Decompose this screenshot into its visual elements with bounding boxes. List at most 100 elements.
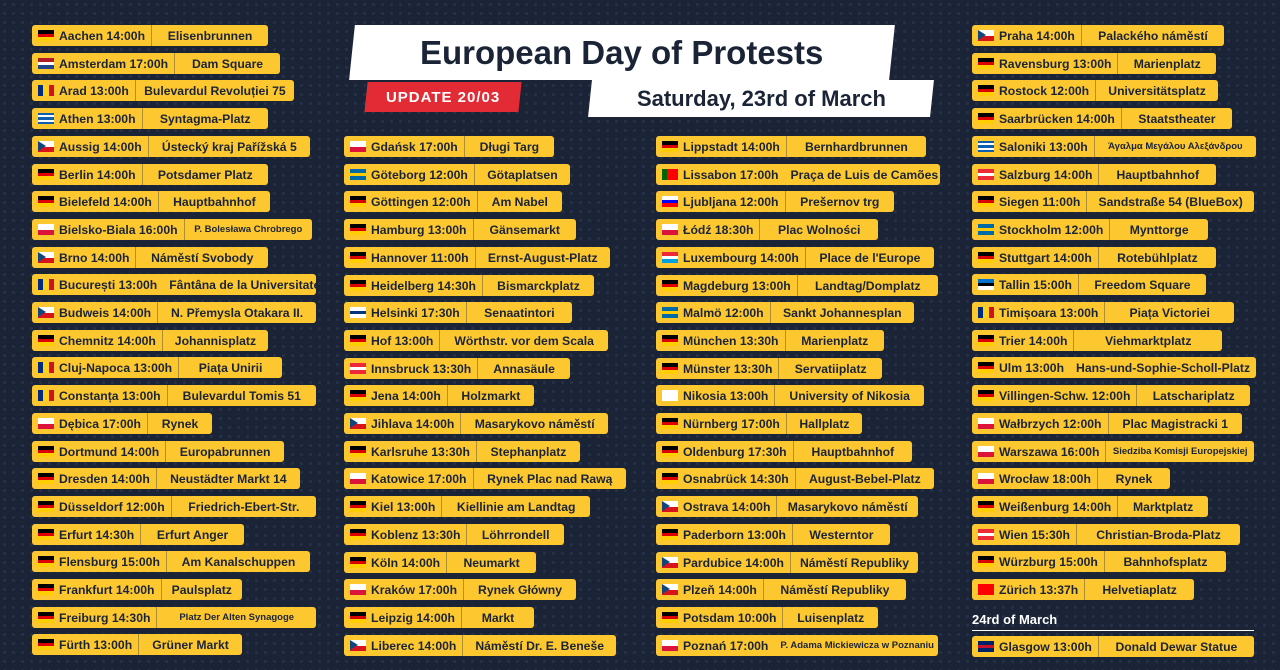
protest-entry: Freiburg 14:30h Platz Der Alten Synagoge [32, 607, 316, 628]
divider [462, 635, 464, 656]
city-time: Göteborg 12:00h [371, 167, 468, 182]
divider [482, 275, 483, 296]
flag-pl-icon [978, 473, 994, 484]
flag-nl-icon [38, 58, 54, 70]
location: Viehmarktplatz [1104, 333, 1192, 348]
city-time: Wrocław 18:00h [999, 471, 1091, 486]
flag-pl-icon [350, 584, 366, 595]
flag-pl-icon [350, 473, 366, 484]
city-time: Chemnitz 14:00h [59, 333, 156, 348]
location: Gänsemarkt [489, 222, 560, 237]
city-time: Heidelberg 14:30h [371, 278, 476, 293]
city-time: Bielsko-Biala 16:00h [59, 222, 178, 237]
flag-ee-icon [978, 279, 994, 291]
title-banner: European Day of Protests [349, 25, 895, 80]
city-time: Constanța 13:00h [59, 388, 161, 403]
location: Masarykovo náměstí [787, 499, 908, 514]
city-time: Helsinki 17:30h [371, 305, 460, 320]
update-label: UPDATE 20/03 [385, 88, 501, 106]
flag-si-icon [662, 196, 678, 208]
protest-entry: Trier 14:00h Viehmarktplatz [972, 330, 1222, 351]
location: Senaatintori [484, 305, 555, 320]
flag-de-icon [662, 335, 678, 347]
city-time: München 13:30h [683, 333, 779, 348]
location: Friedrich-Ebert-Str. [188, 499, 300, 514]
city-time: Freiburg 14:30h [59, 610, 151, 625]
city-time: Münster 13:30h [683, 361, 773, 376]
update-badge: UPDATE 20/03 [364, 82, 522, 112]
location: Latschariplatz [1152, 388, 1235, 403]
city-time: Göttingen 12:00h [371, 194, 471, 209]
flag-de-icon [38, 196, 54, 208]
city-time: Wien 15:30h [999, 527, 1071, 542]
protest-entry: Villingen-Schw. 12:00h Latschariplatz [972, 385, 1250, 406]
city-time: Łódź 18:30h [683, 222, 754, 237]
protest-entry: München 13:30h Marienplatz [656, 330, 884, 351]
divider [769, 302, 771, 323]
divider [1073, 330, 1075, 351]
divider [784, 191, 786, 212]
city-time: Erfurt 14:30h [59, 527, 135, 542]
protest-entry: Constanța 13:00h Bulevardul Tomis 51 [32, 385, 316, 406]
protest-entry: Chemnitz 14:00h Johannisplatz [32, 330, 268, 351]
protest-entry: Poznań 17:00h P. Adama Mickiewicza w Pozn… [656, 635, 938, 656]
city-time: Trier 14:00h [999, 333, 1068, 348]
flag-cz-icon [662, 584, 678, 595]
city-time: Jena 14:00h [371, 388, 441, 403]
protest-entry: Jihlava 14:00h Masarykovo náměstí [344, 413, 608, 434]
city-time: Athen 13:00h [59, 111, 136, 126]
city-time: Tallin 15:00h [999, 277, 1072, 292]
city-time: Karlsruhe 13:30h [371, 444, 470, 459]
protest-entry: Warszawa 16:00h Siedziba Komisji Europejs… [972, 441, 1254, 462]
location: Place de l'Europe [819, 250, 921, 265]
flag-ro-icon [38, 362, 54, 373]
flag-pt-icon [662, 169, 678, 180]
divider [1107, 413, 1109, 434]
city-time: Saloniki 13:00h [999, 139, 1088, 154]
protest-entry: Leipzig 14:00h Markt [344, 607, 534, 628]
protest-entry: Nürnberg 17:00h Hallplatz [656, 413, 862, 434]
protest-entry: Dortmund 14:00h Europabrunnen [32, 441, 284, 462]
protest-entry: Münster 13:30h Servatiiplatz [656, 358, 882, 379]
location: Plac Wolności [778, 222, 861, 237]
flag-de-icon [38, 501, 54, 513]
flag-ro-icon [38, 390, 54, 401]
divider [762, 579, 764, 600]
city-time: Ulm 13:00h [999, 360, 1065, 375]
location: Hans-und-Sophie-Scholl-Platz [1076, 360, 1251, 375]
divider [1103, 551, 1105, 572]
protest-entry: Athen 13:00h Syntagma-Platz [32, 108, 268, 129]
city-time: Malmö 12:00h [683, 305, 764, 320]
city-time: Bielefeld 14:00h [59, 194, 152, 209]
divider [785, 136, 787, 157]
flag-de-icon [978, 113, 994, 125]
divider [1098, 164, 1100, 185]
protest-entry: Wałbrzych 12:00h Plac Magistracki 1 [972, 413, 1242, 434]
city-time: Paderborn 13:00h [683, 527, 786, 542]
city-time: Katowice 17:00h [371, 471, 467, 486]
protest-entry: Hamburg 13:00h Gänsemarkt [344, 219, 576, 240]
city-time: Berlin 14:00h [59, 167, 136, 182]
divider [1117, 53, 1119, 74]
flag-cz-icon [662, 501, 678, 512]
flag-se-icon [350, 169, 366, 181]
location: P. Adama Mickiewicza w Poznaniu [780, 640, 934, 651]
flag-cz-icon [978, 30, 994, 41]
divider [1077, 274, 1079, 295]
protest-entry: Wien 15:30h Christian-Broda-Platz [972, 524, 1240, 545]
location: Dam Square [191, 56, 264, 71]
location: Bulevardul Revoluției 75 [144, 83, 286, 98]
city-time: Cluj-Napoca 13:00h [59, 360, 173, 375]
divider [446, 552, 448, 573]
city-time: Osnabrück 14:30h [683, 471, 789, 486]
city-time: Villingen-Schw. 12:00h [999, 388, 1131, 403]
city-time: Arad 13:00h [59, 83, 129, 98]
protest-entry: Frankfurt 14:00h Paulsplatz [32, 579, 242, 600]
protest-entry: Malmö 12:00h Sankt Johannesplan [656, 302, 914, 323]
flag-pl-icon [38, 224, 54, 235]
protest-entry: Glasgow 13:00h Donald Dewar Statue [972, 636, 1254, 657]
flag-de-icon [662, 363, 678, 375]
flag-de-icon [350, 224, 366, 236]
location: Bulevardul Tomis 51 [182, 388, 301, 403]
location: Freedom Square [1094, 277, 1191, 292]
